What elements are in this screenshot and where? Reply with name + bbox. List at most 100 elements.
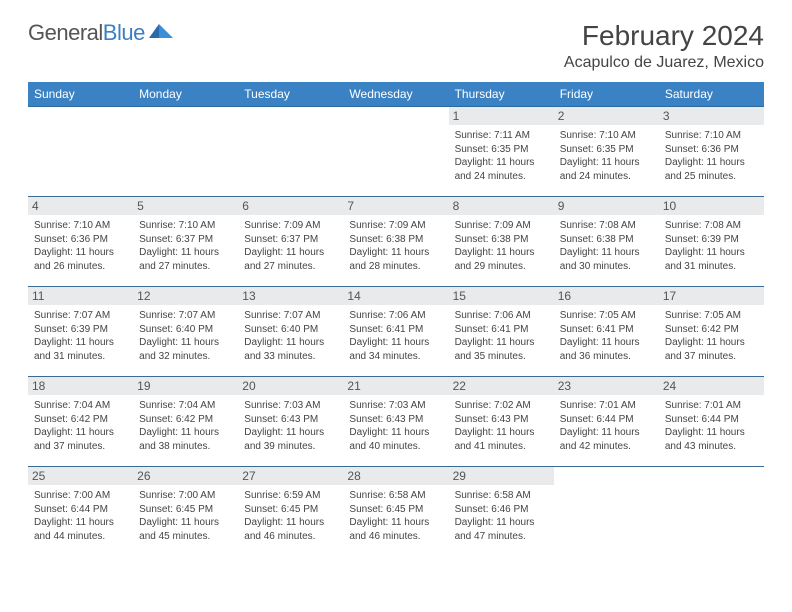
sunset-text: Sunset: 6:38 PM (560, 233, 653, 247)
daylight1-text: Daylight: 11 hours (244, 336, 337, 350)
daylight1-text: Daylight: 11 hours (455, 156, 548, 170)
day-number: 29 (449, 467, 554, 485)
day-number: 24 (659, 377, 764, 395)
daylight1-text: Daylight: 11 hours (244, 246, 337, 260)
calendar-cell: 27Sunrise: 6:59 AMSunset: 6:45 PMDayligh… (238, 467, 343, 557)
day-number: 7 (343, 197, 448, 215)
calendar-cell: 21Sunrise: 7:03 AMSunset: 6:43 PMDayligh… (343, 377, 448, 467)
weekday-header: Tuesday (238, 82, 343, 107)
calendar-cell: 8Sunrise: 7:09 AMSunset: 6:38 PMDaylight… (449, 197, 554, 287)
daylight1-text: Daylight: 11 hours (560, 246, 653, 260)
daylight1-text: Daylight: 11 hours (455, 246, 548, 260)
sunrise-text: Sunrise: 7:00 AM (34, 489, 127, 503)
weekday-header-row: Sunday Monday Tuesday Wednesday Thursday… (28, 82, 764, 107)
day-number: 4 (28, 197, 133, 215)
sunset-text: Sunset: 6:44 PM (665, 413, 758, 427)
sunrise-text: Sunrise: 7:07 AM (34, 309, 127, 323)
calendar-cell: 6Sunrise: 7:09 AMSunset: 6:37 PMDaylight… (238, 197, 343, 287)
sunset-text: Sunset: 6:45 PM (139, 503, 232, 517)
weekday-header: Wednesday (343, 82, 448, 107)
sunset-text: Sunset: 6:44 PM (34, 503, 127, 517)
daylight2-text: and 27 minutes. (139, 260, 232, 274)
daylight1-text: Daylight: 11 hours (560, 156, 653, 170)
day-number: 3 (659, 107, 764, 125)
calendar-cell: 13Sunrise: 7:07 AMSunset: 6:40 PMDayligh… (238, 287, 343, 377)
title-block: February 2024 Acapulco de Juarez, Mexico (564, 20, 764, 72)
calendar-cell: 19Sunrise: 7:04 AMSunset: 6:42 PMDayligh… (133, 377, 238, 467)
sunrise-text: Sunrise: 7:11 AM (455, 129, 548, 143)
daylight1-text: Daylight: 11 hours (560, 336, 653, 350)
daylight1-text: Daylight: 11 hours (455, 336, 548, 350)
daylight2-text: and 31 minutes. (665, 260, 758, 274)
day-number: 21 (343, 377, 448, 395)
sunset-text: Sunset: 6:38 PM (455, 233, 548, 247)
calendar-cell: 29Sunrise: 6:58 AMSunset: 6:46 PMDayligh… (449, 467, 554, 557)
logo: GeneralBlue (28, 20, 175, 46)
day-number: 5 (133, 197, 238, 215)
daylight1-text: Daylight: 11 hours (139, 246, 232, 260)
daylight2-text: and 24 minutes. (455, 170, 548, 184)
sunset-text: Sunset: 6:43 PM (349, 413, 442, 427)
calendar-cell: 9Sunrise: 7:08 AMSunset: 6:38 PMDaylight… (554, 197, 659, 287)
calendar-cell: 28Sunrise: 6:58 AMSunset: 6:45 PMDayligh… (343, 467, 448, 557)
sunset-text: Sunset: 6:42 PM (34, 413, 127, 427)
daylight1-text: Daylight: 11 hours (560, 426, 653, 440)
weekday-header: Sunday (28, 82, 133, 107)
calendar-row: 1Sunrise: 7:11 AMSunset: 6:35 PMDaylight… (28, 107, 764, 197)
daylight1-text: Daylight: 11 hours (349, 336, 442, 350)
daylight1-text: Daylight: 11 hours (455, 426, 548, 440)
daylight2-text: and 26 minutes. (34, 260, 127, 274)
sunrise-text: Sunrise: 7:00 AM (139, 489, 232, 503)
logo-word2: Blue (103, 20, 145, 45)
daylight2-text: and 42 minutes. (560, 440, 653, 454)
sunset-text: Sunset: 6:37 PM (244, 233, 337, 247)
daylight2-text: and 47 minutes. (455, 530, 548, 544)
sunrise-text: Sunrise: 7:10 AM (139, 219, 232, 233)
calendar-cell: 17Sunrise: 7:05 AMSunset: 6:42 PMDayligh… (659, 287, 764, 377)
daylight2-text: and 34 minutes. (349, 350, 442, 364)
sunset-text: Sunset: 6:36 PM (34, 233, 127, 247)
sunset-text: Sunset: 6:40 PM (139, 323, 232, 337)
sunset-text: Sunset: 6:35 PM (455, 143, 548, 157)
daylight1-text: Daylight: 11 hours (34, 426, 127, 440)
sunset-text: Sunset: 6:46 PM (455, 503, 548, 517)
weekday-header: Thursday (449, 82, 554, 107)
daylight1-text: Daylight: 11 hours (665, 426, 758, 440)
calendar-cell: 12Sunrise: 7:07 AMSunset: 6:40 PMDayligh… (133, 287, 238, 377)
sunrise-text: Sunrise: 7:08 AM (560, 219, 653, 233)
month-title: February 2024 (564, 20, 764, 52)
sunset-text: Sunset: 6:45 PM (244, 503, 337, 517)
day-number: 15 (449, 287, 554, 305)
logo-word1: General (28, 20, 103, 45)
daylight1-text: Daylight: 11 hours (349, 516, 442, 530)
day-number: 23 (554, 377, 659, 395)
sunrise-text: Sunrise: 7:08 AM (665, 219, 758, 233)
calendar-cell: 7Sunrise: 7:09 AMSunset: 6:38 PMDaylight… (343, 197, 448, 287)
day-number: 11 (28, 287, 133, 305)
calendar-cell: 20Sunrise: 7:03 AMSunset: 6:43 PMDayligh… (238, 377, 343, 467)
sunset-text: Sunset: 6:39 PM (34, 323, 127, 337)
calendar-cell (238, 107, 343, 197)
daylight2-text: and 37 minutes. (34, 440, 127, 454)
daylight1-text: Daylight: 11 hours (34, 246, 127, 260)
daylight2-text: and 46 minutes. (244, 530, 337, 544)
sunrise-text: Sunrise: 7:09 AM (244, 219, 337, 233)
sunset-text: Sunset: 6:37 PM (139, 233, 232, 247)
calendar-cell (343, 107, 448, 197)
sunrise-text: Sunrise: 7:03 AM (349, 399, 442, 413)
day-number: 20 (238, 377, 343, 395)
daylight1-text: Daylight: 11 hours (139, 516, 232, 530)
sunrise-text: Sunrise: 7:01 AM (665, 399, 758, 413)
day-number: 2 (554, 107, 659, 125)
daylight1-text: Daylight: 11 hours (139, 336, 232, 350)
calendar-cell: 1Sunrise: 7:11 AMSunset: 6:35 PMDaylight… (449, 107, 554, 197)
sunrise-text: Sunrise: 6:59 AM (244, 489, 337, 503)
sunrise-text: Sunrise: 7:06 AM (455, 309, 548, 323)
sunset-text: Sunset: 6:39 PM (665, 233, 758, 247)
daylight1-text: Daylight: 11 hours (665, 246, 758, 260)
day-number: 18 (28, 377, 133, 395)
calendar-cell: 25Sunrise: 7:00 AMSunset: 6:44 PMDayligh… (28, 467, 133, 557)
calendar-cell (554, 467, 659, 557)
sunset-text: Sunset: 6:38 PM (349, 233, 442, 247)
calendar-row: 25Sunrise: 7:00 AMSunset: 6:44 PMDayligh… (28, 467, 764, 557)
